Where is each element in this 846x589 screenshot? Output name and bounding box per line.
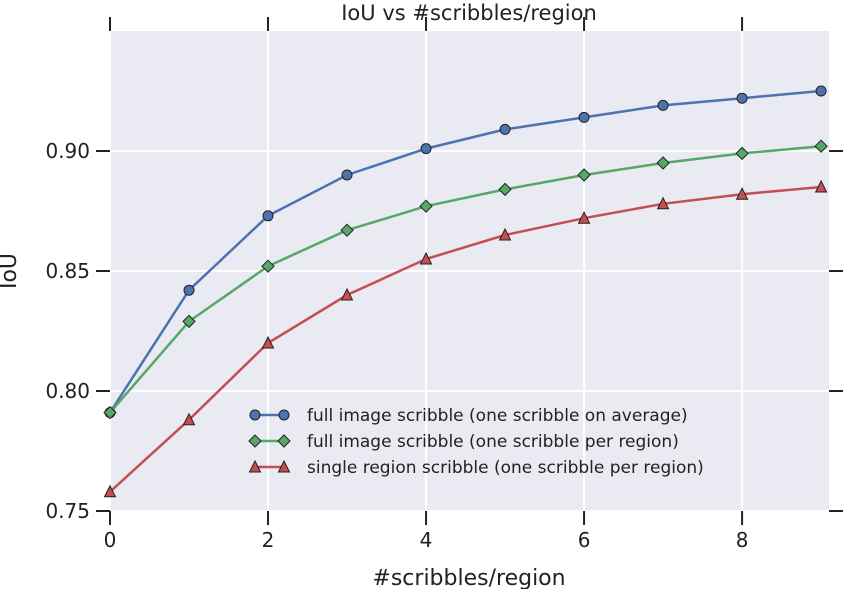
series-lines	[103, 85, 828, 498]
legend-marker	[277, 434, 291, 448]
legend-marker	[277, 459, 291, 473]
y-tick-label: 0.80	[45, 379, 90, 403]
data-point	[420, 143, 432, 155]
x-tick-label: 2	[262, 528, 275, 552]
y-tick-label: 0.85	[45, 259, 90, 283]
legend-label: full image scribble (one scribble on ave…	[307, 406, 688, 426]
data-point	[183, 284, 195, 296]
data-point	[656, 196, 670, 210]
series-line	[108, 89, 822, 414]
data-point	[261, 335, 275, 349]
x-axis-label: #scribbles/region	[372, 566, 565, 589]
legend-label: single region scribble (one scribble per…	[307, 458, 704, 478]
data-point	[577, 211, 591, 224]
chart-title: IoU vs #scribbles/region	[341, 1, 597, 25]
data-point	[578, 111, 590, 123]
series-line	[109, 185, 822, 493]
axis-ticks: 0 2 4 6 8 0.75 0.80 0.85 0.90	[45, 17, 843, 552]
data-point	[419, 251, 433, 265]
data-point	[182, 412, 196, 426]
y-tick-label: 0.75	[45, 499, 90, 523]
data-point	[340, 287, 354, 301]
data-point	[815, 85, 827, 97]
x-tick-label: 0	[104, 528, 117, 552]
data-point	[814, 179, 828, 193]
data-point	[735, 146, 749, 161]
y-tick-label: 0.90	[45, 139, 90, 163]
data-point	[261, 259, 275, 273]
legend-marker	[248, 459, 262, 473]
data-point	[656, 156, 670, 170]
data-point	[103, 484, 117, 498]
data-point	[577, 168, 591, 182]
x-tick-label: 6	[578, 528, 591, 552]
legend-marker	[248, 434, 262, 448]
data-point	[499, 123, 511, 135]
legend-label: full image scribble (one scribble per re…	[307, 432, 679, 452]
x-tick-label: 4	[420, 528, 433, 552]
data-point	[340, 223, 354, 237]
legend-marker	[278, 409, 290, 421]
data-point	[814, 139, 828, 153]
data-point	[341, 169, 353, 181]
data-point	[182, 314, 196, 329]
legend-marker	[249, 409, 261, 421]
data-point	[262, 210, 274, 222]
data-point	[735, 187, 749, 200]
data-point	[498, 227, 512, 241]
series-line	[109, 144, 822, 414]
y-axis-label: IoU	[0, 253, 22, 289]
data-point	[498, 182, 512, 197]
data-point	[736, 92, 748, 104]
data-point	[657, 99, 669, 111]
legend: full image scribble (one scribble on ave…	[248, 406, 704, 478]
x-tick-label: 8	[736, 528, 749, 552]
data-point	[103, 405, 117, 420]
data-point	[419, 199, 433, 213]
